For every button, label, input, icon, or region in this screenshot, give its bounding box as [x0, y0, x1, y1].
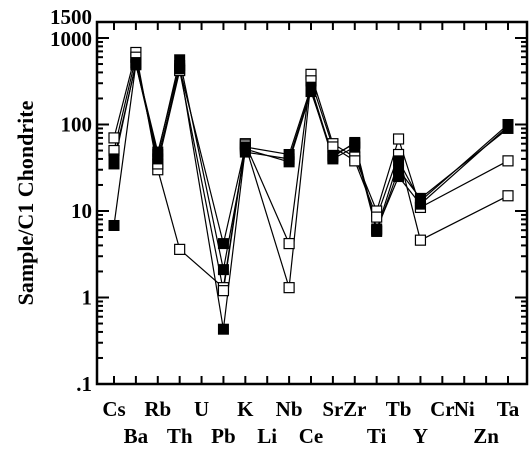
data-point-filled-square — [393, 171, 405, 183]
data-point-filled-square — [283, 156, 295, 168]
x-tick-label: Zr — [343, 397, 366, 421]
y-axis-label: Sample/C1 Chondrite — [13, 100, 38, 305]
data-point-filled-square — [152, 146, 164, 158]
x-tick-label: Tb — [386, 397, 412, 421]
x-tick-label: U — [194, 397, 209, 421]
x-tick-label: Ti — [367, 424, 387, 448]
y-tick-label: 10 — [71, 199, 92, 223]
x-tick-label: Sr — [322, 397, 343, 421]
data-point-open-square — [414, 234, 427, 246]
x-tick-label: Pb — [211, 424, 236, 448]
data-point-open-square — [174, 243, 186, 255]
data-point-open-square — [217, 285, 230, 297]
x-tick-label: Ni — [454, 397, 475, 421]
series-line — [113, 62, 509, 330]
x-tick-label: Ba — [124, 424, 149, 448]
data-point-open-square — [502, 155, 514, 167]
x-tick-label: Li — [257, 424, 277, 448]
y-tick-label: 1000 — [50, 27, 92, 51]
data-point-open-square — [371, 211, 383, 223]
data-point-filled-square — [174, 60, 186, 72]
x-tick-label: Cs — [102, 397, 125, 421]
x-tick-label: Y — [413, 424, 428, 448]
data-point-open-square — [349, 155, 361, 167]
data-point-open-square — [502, 190, 514, 202]
y-tick-label: .1 — [76, 372, 92, 396]
data-point-filled-square — [502, 120, 514, 132]
data-point-filled-square — [305, 86, 317, 98]
y-tick-label: 100 — [61, 113, 93, 137]
x-tick-label: Th — [167, 424, 193, 448]
data-point-open-square — [108, 132, 120, 144]
y-tick-label: 1500 — [50, 5, 92, 29]
x-tick-label: K — [237, 397, 254, 421]
data-point-filled-square — [371, 223, 383, 235]
data-point-filled-square — [327, 149, 339, 161]
data-point-open-square — [392, 133, 405, 145]
data-point-filled-square — [414, 198, 426, 210]
data-point-filled-square — [108, 158, 120, 170]
data-point-open-square — [283, 237, 295, 250]
x-tick-label: Ce — [299, 424, 324, 448]
data-point-filled-square — [217, 323, 229, 335]
data-point-filled-square — [217, 238, 229, 250]
x-tick-label: Zn — [473, 424, 499, 448]
data-point-filled-square — [349, 138, 361, 150]
y-axis-ticks — [97, 37, 527, 385]
series-markers — [108, 46, 514, 335]
x-axis-ticks — [113, 22, 509, 384]
x-tick-label: Nb — [276, 397, 303, 421]
x-tick-label: Rb — [144, 397, 171, 421]
x-tick-label: Ta — [497, 397, 520, 421]
y-tick-label: 1 — [82, 286, 93, 310]
data-point-filled-square — [217, 264, 229, 276]
data-point-filled-square — [108, 219, 120, 231]
data-point-open-square — [283, 282, 295, 294]
x-tick-label: Cr — [430, 397, 455, 421]
data-point-filled-square — [239, 143, 251, 155]
data-point-filled-square — [130, 57, 142, 69]
